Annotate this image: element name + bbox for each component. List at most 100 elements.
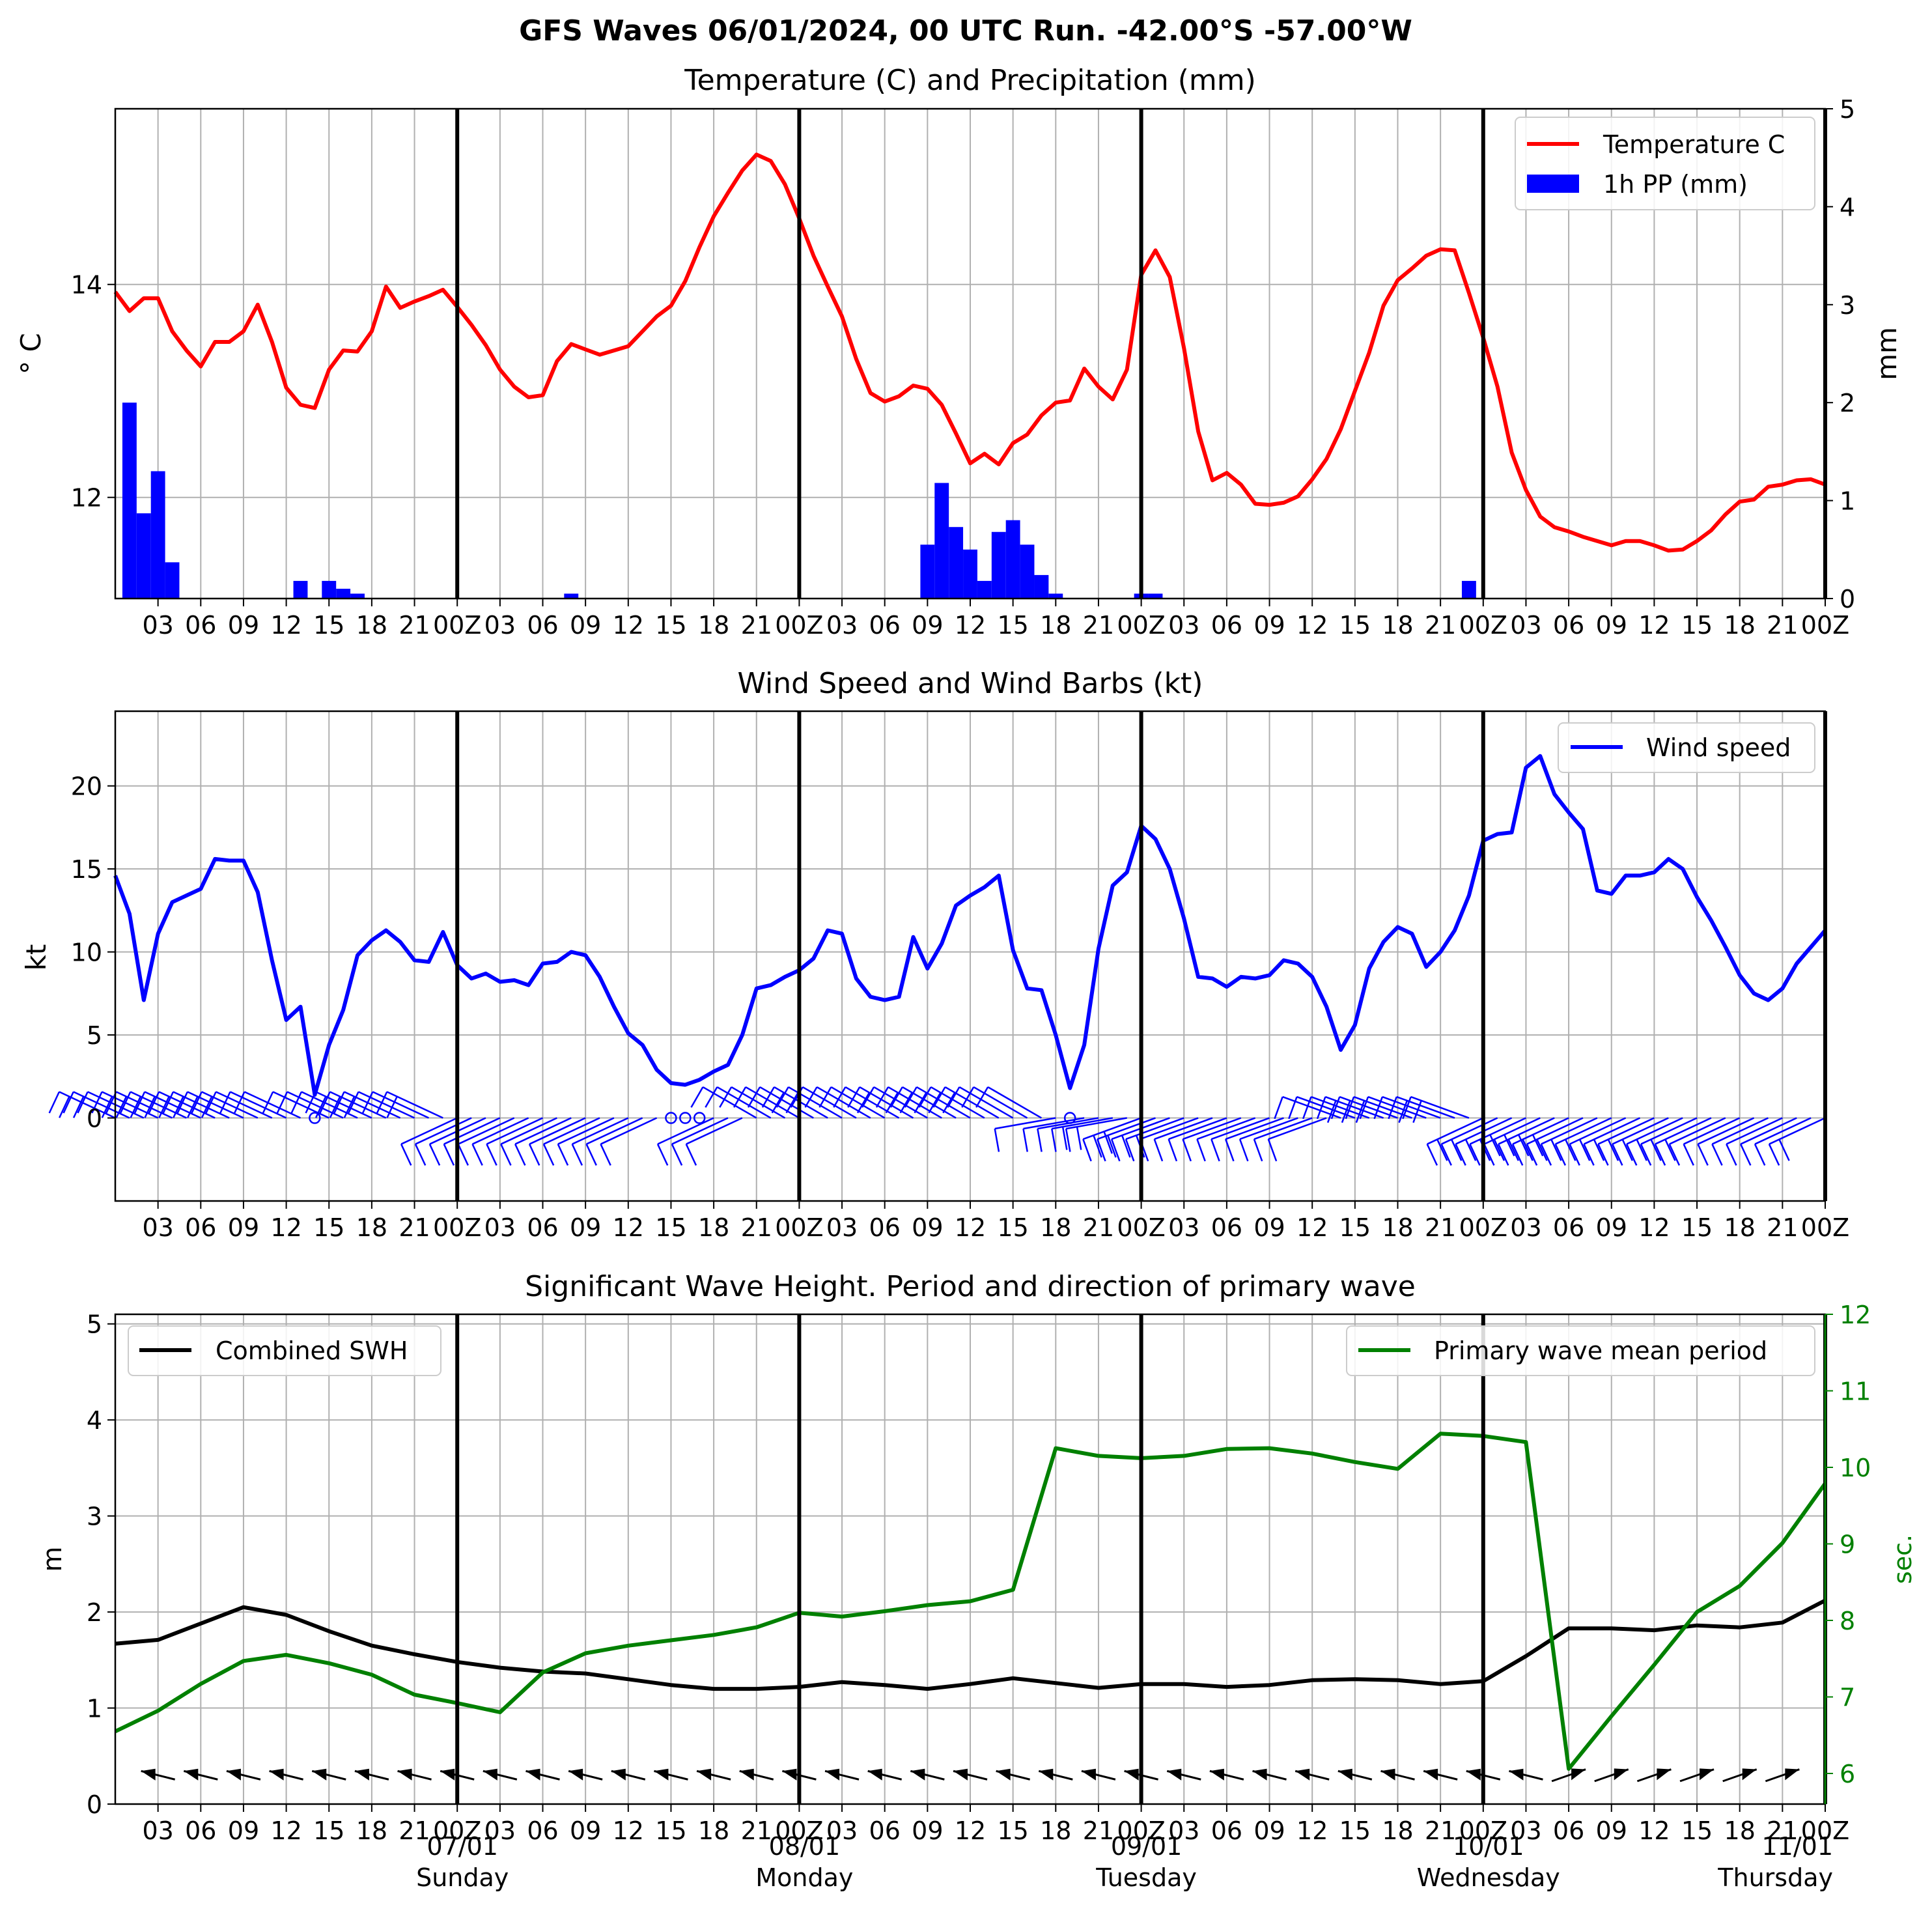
x-tick-label: 21 <box>399 1816 430 1845</box>
temp-day-lines <box>455 109 1827 599</box>
wind-barb-feather <box>1455 1144 1466 1166</box>
x-tick-label: 06 <box>185 1816 216 1845</box>
wind-barb-shaft <box>1052 1117 1113 1130</box>
wave-direction-arrow-head <box>996 1768 1011 1781</box>
wind-barb-shaft <box>115 1091 173 1119</box>
wind-barb-feather <box>1239 1138 1249 1162</box>
wind-barb-shaft <box>1382 1095 1441 1119</box>
x-tick-label: 09 <box>1596 1213 1627 1242</box>
wind-barb-feather <box>400 1144 412 1166</box>
wind-barb-shaft <box>471 1117 529 1145</box>
precip-y-ticks: 0 1 2 3 4 5 <box>1825 95 1855 614</box>
y2-tick-label: 2 <box>1840 389 1855 417</box>
x-tick-label: 03 <box>1168 611 1199 640</box>
wave-direction-arrow-head <box>1785 1768 1800 1781</box>
precip-legend-label: 1h PP (mm) <box>1603 170 1748 199</box>
wave-direction-arrow-head <box>483 1768 497 1781</box>
wind-barb-feather <box>1341 1100 1351 1123</box>
x-tick-label: 09 <box>570 1816 601 1845</box>
y2-tick-label: 8 <box>1840 1607 1855 1635</box>
wave-direction-arrow-head <box>1167 1768 1182 1781</box>
wave-series <box>114 1432 1827 1771</box>
wind-barb-feather <box>1754 1144 1766 1166</box>
wind-barb-feather <box>1522 1138 1533 1161</box>
y2-tick-label: 1 <box>1840 487 1855 516</box>
x-tick-label: 12 <box>270 611 301 640</box>
precip-bar <box>322 580 337 599</box>
x-tick-label: 18 <box>356 1213 387 1242</box>
wind-barb-feather <box>205 1091 217 1114</box>
x-tick-label: 18 <box>1382 611 1413 640</box>
wind-barb-feather <box>785 1092 799 1114</box>
y-tick-label: 12 <box>71 484 102 513</box>
y2-tick-label: 5 <box>1840 95 1855 124</box>
x-tick-label: 21 <box>399 1213 430 1242</box>
wind-barb-feather <box>600 1144 611 1166</box>
wind-barb-feather <box>1565 1138 1576 1161</box>
wind-barb-feather <box>861 1086 875 1108</box>
wind-barb-feather <box>1583 1144 1595 1166</box>
wave-direction-arrow-head <box>1423 1768 1438 1781</box>
precip-bar <box>122 402 137 599</box>
wind-barb-shaft <box>1196 1117 1256 1140</box>
wind-series <box>113 754 1827 1097</box>
wind-barb-shaft <box>830 1086 886 1119</box>
swh-legend: Combined SWH <box>128 1325 441 1376</box>
wave-direction-arrow-head <box>1571 1768 1586 1781</box>
y-tick-label: 0 <box>87 1105 102 1133</box>
wind-barb-feather <box>514 1144 526 1166</box>
y-tick-label: 5 <box>87 1021 102 1050</box>
wind-barb-feather <box>500 1144 512 1166</box>
wind-barb-shaft <box>959 1086 1014 1119</box>
wind-barb-shaft <box>671 1117 729 1145</box>
wind-barb-feather <box>1121 1135 1131 1158</box>
wind-barb-feather <box>119 1091 132 1114</box>
wind-barb-feather <box>173 1096 184 1118</box>
wind-barb-feather <box>443 1144 455 1166</box>
wave-direction-arrow-head <box>1209 1768 1224 1781</box>
x-tick-label: 00Z <box>1117 1213 1165 1242</box>
wave-direction-arrow-head <box>354 1768 369 1781</box>
x-tick-label: 00Z <box>433 1816 481 1845</box>
wind-barb-shaft <box>486 1117 544 1145</box>
x-tick-label: 03 <box>1510 611 1541 640</box>
period-legend-label: Primary wave mean period <box>1434 1336 1767 1365</box>
wind-barb-feather <box>875 1086 889 1108</box>
x-tick-label: 15 <box>313 611 344 640</box>
wind-barb-feather <box>918 1086 932 1108</box>
wind-barb-feather <box>1326 1100 1337 1123</box>
wind-barb-feather <box>348 1091 359 1114</box>
wind-speed-line <box>113 754 1827 1097</box>
wind-x-ticks: 03 06 09 12 15 18 21 00Z 03 06 09 12 15 18 21 00Z 03 06 09… <box>142 1201 1849 1242</box>
x-tick-label: 15 <box>313 1213 344 1242</box>
wind-barb-shaft <box>1498 1117 1555 1145</box>
wind-barb-shaft <box>400 1117 458 1145</box>
precip-bar <box>991 531 1006 599</box>
x-tick-label: 03 <box>826 1816 858 1845</box>
wind-barb-feather <box>1061 1126 1068 1150</box>
wind-barb-shaft <box>845 1086 900 1119</box>
wind-barb-feather <box>1355 1100 1365 1123</box>
x-tick-label: 12 <box>955 611 986 640</box>
wind-barb-shaft <box>1125 1117 1184 1140</box>
swh-legend-label: Combined SWH <box>216 1336 408 1365</box>
day-weekday-label: Wednesday <box>1417 1863 1560 1892</box>
x-tick-label: 12 <box>1638 1213 1670 1242</box>
wind-barb-shaft <box>173 1091 230 1119</box>
x-tick-label: 06 <box>869 611 901 640</box>
day-date-label: 08/01 <box>769 1832 841 1861</box>
wind-barb-feather <box>804 1086 818 1108</box>
wave-direction-arrows <box>141 1768 1800 1783</box>
wave-direction-arrow-head <box>825 1768 840 1781</box>
wind-barb-feather <box>1489 1134 1501 1157</box>
wind-barb-feather <box>1211 1138 1220 1162</box>
wind-barb-feather <box>719 1086 733 1108</box>
wind-barb-feather <box>1593 1138 1605 1161</box>
wind-barb-shaft <box>73 1091 130 1119</box>
day-date-label: 10/01 <box>1453 1832 1524 1861</box>
x-tick-label: 06 <box>1553 1816 1584 1845</box>
wind-barb-shaft <box>1268 1117 1327 1140</box>
wind-barb-feather <box>1436 1138 1448 1161</box>
wind-barb-feather <box>571 1144 583 1166</box>
